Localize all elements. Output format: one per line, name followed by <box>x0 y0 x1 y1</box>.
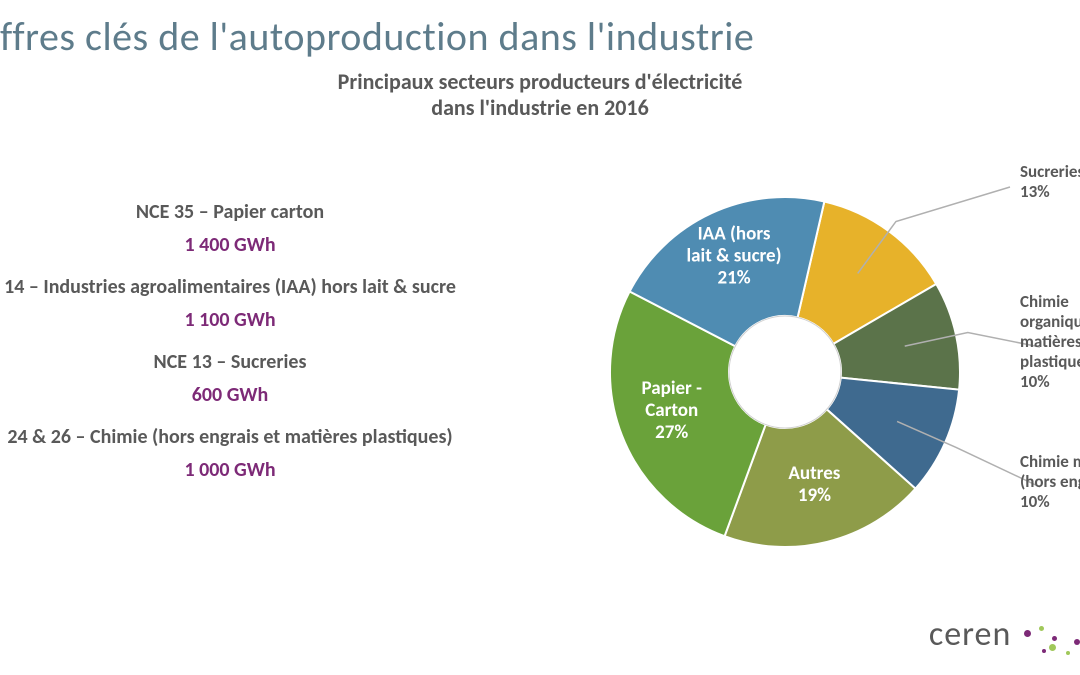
figures-list: NCE 35 – Papier carton 1 400 GWh 14 – In… <box>0 182 460 500</box>
entry-2-label: NCE 13 – Sucreries <box>0 350 460 375</box>
entry-0-label: NCE 35 – Papier carton <box>0 200 460 225</box>
slice-label: Autres <box>788 462 840 485</box>
ext-label: 10% <box>1020 491 1050 512</box>
logo-dot <box>1049 644 1056 651</box>
entry-3-value: 1 000 GWh <box>0 458 460 482</box>
donut-chart: Sucreries13% Chimieorganique etmatièrespl… <box>540 127 1080 647</box>
logo-dot <box>1042 649 1046 653</box>
chart-subtitle: Principaux secteurs producteurs d'électr… <box>0 69 1080 122</box>
logo-text: ceren <box>929 614 1011 655</box>
entry-1-label: 14 – Industries agroalimentaires (IAA) h… <box>0 275 460 300</box>
slice-label: 21% <box>717 266 750 289</box>
ext-label: Chimie <box>1020 291 1069 312</box>
entry-1-value: 1 100 GWh <box>0 308 460 332</box>
chart-subtitle-l2: dans l'industrie en 2016 <box>431 94 648 121</box>
entry-2-value: 600 GWh <box>0 383 460 407</box>
entry-0-value: 1 400 GWh <box>0 233 460 257</box>
slice-label: Carton <box>645 399 698 422</box>
ext-label: organique et <box>1020 311 1080 332</box>
logo-dot <box>1052 636 1057 641</box>
logo-dots <box>1026 616 1050 657</box>
ext-label: Chimie minérale <box>1020 451 1080 472</box>
ext-label: 10% <box>1020 371 1050 392</box>
logo-dot <box>1066 651 1070 655</box>
chart-subtitle-l1: Principaux secteurs producteurs d'électr… <box>338 68 743 95</box>
content-area: NCE 35 – Papier carton 1 400 GWh 14 – In… <box>0 122 1080 675</box>
ext-label: Sucreries <box>1020 161 1080 182</box>
donut-hole <box>729 316 841 428</box>
entry-3-label: 24 & 26 – Chimie (hors engrais et matièr… <box>0 425 460 450</box>
page-title: ffres clés de l'autoproduction dans l'in… <box>0 0 1080 61</box>
donut-svg: Sucreries13% Chimieorganique etmatièrespl… <box>540 127 1080 647</box>
slice-label: IAA (hors <box>698 222 771 245</box>
logo-dot <box>1039 626 1044 631</box>
ext-label: 13% <box>1020 181 1050 202</box>
slice-label: 27% <box>655 421 688 444</box>
logo-dot <box>1024 630 1031 637</box>
slice-label: Papier - <box>642 377 703 400</box>
ceren-logo: ceren <box>929 614 1050 657</box>
ext-label: (hors engrais) <box>1020 471 1080 492</box>
ext-label: plastiques <box>1020 351 1080 372</box>
slice-label: 19% <box>798 484 831 507</box>
logo-dot <box>1074 639 1080 645</box>
ext-label: matières <box>1020 331 1080 352</box>
slice-label: lait & sucre) <box>687 244 782 267</box>
